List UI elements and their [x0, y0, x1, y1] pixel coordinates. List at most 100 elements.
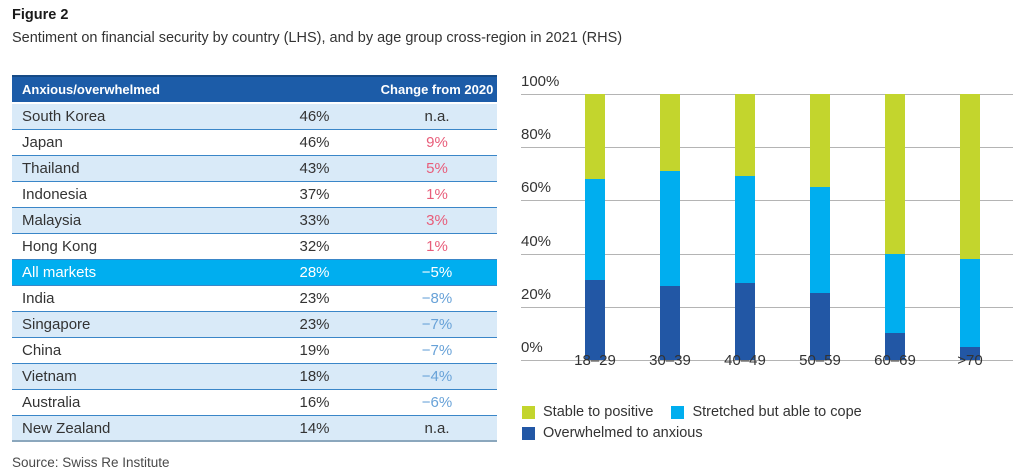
country-cell: Malaysia: [22, 212, 82, 229]
stacked-bar-40–49: [735, 94, 755, 360]
table-row: China 19% −7%: [12, 338, 497, 364]
country-cell: New Zealand: [22, 419, 111, 437]
table-row: Vietnam 18% −4%: [12, 364, 497, 390]
legend-label: Stretched but able to cope: [692, 404, 862, 420]
bar-segment: [585, 280, 605, 360]
country-cell: China: [22, 342, 62, 359]
value-cell: 32%: [299, 238, 330, 255]
stacked-bar-50–59: [810, 94, 830, 360]
change-cell: 1%: [426, 186, 448, 203]
value-cell: 43%: [299, 160, 330, 177]
bar-segment: [885, 333, 905, 360]
x-axis-tick-label: 60–69: [874, 352, 916, 369]
table-row: New Zealand 14% n.a.: [12, 416, 497, 442]
stacked-bar-chart: 100% 80% 60% 40% 20% 0% 18–29 30–39 40–49 50–59 6…: [521, 73, 1016, 468]
figure-title: Figure 2: [12, 7, 69, 23]
bar-segment: [585, 94, 605, 180]
change-cell: −7%: [421, 316, 453, 333]
y-axis-tick-label: 20%: [521, 285, 552, 303]
bar-segment: [810, 187, 830, 294]
table-row: All markets 28% −5%: [12, 260, 497, 286]
value-cell: 16%: [299, 394, 330, 411]
table-row: Thailand 43% 5%: [12, 156, 497, 182]
change-cell: 9%: [426, 134, 448, 151]
change-cell: n.a.: [424, 419, 450, 437]
value-cell: 23%: [299, 290, 330, 307]
gridline: [521, 360, 1013, 361]
table-row: South Korea 46% n.a.: [12, 104, 497, 130]
bar-segment: [960, 346, 980, 360]
value-cell: 14%: [299, 419, 330, 437]
country-cell: Singapore: [22, 316, 91, 333]
x-axis-tick-label: 50–59: [799, 352, 841, 369]
country-sentiment-table: Anxious/overwhelmed Change from 2020 Sou…: [12, 75, 497, 442]
country-cell: Vietnam: [22, 368, 77, 385]
legend-item: Stable to positive: [522, 404, 653, 420]
bar-segment: [585, 179, 605, 281]
figure-subtitle: Sentiment on financial security by count…: [12, 30, 623, 46]
value-cell: 28%: [299, 264, 330, 281]
change-cell: −6%: [421, 394, 453, 411]
y-axis-tick-label: 80%: [521, 126, 552, 144]
country-cell: Thailand: [22, 160, 80, 177]
gridline: [521, 200, 1013, 202]
gridline: [521, 94, 1013, 95]
legend-swatch-icon: [522, 426, 535, 440]
x-axis-tick-label: >70: [957, 352, 983, 369]
y-axis-tick-label: 100%: [521, 73, 560, 90]
bar-segment: [735, 282, 755, 360]
legend-row: Overwhelmed to anxious: [522, 425, 880, 441]
table-row: India 23% −8%: [12, 286, 497, 312]
table-row: Japan 46% 9%: [12, 130, 497, 156]
y-axis-tick-label: 40%: [521, 232, 552, 250]
legend-label: Overwhelmed to anxious: [543, 425, 703, 441]
table-body: South Korea 46% n.a. Japan 46% 9% Thaila…: [12, 104, 497, 442]
change-cell: 5%: [426, 160, 448, 177]
value-cell: 19%: [299, 342, 330, 359]
chart-legend: Stable to positive Stretched but able to …: [522, 404, 880, 441]
stacked-bar->70: [960, 94, 980, 360]
change-cell: −4%: [421, 368, 453, 385]
legend-label: Stable to positive: [543, 404, 654, 420]
x-axis-tick-label: 18–29: [574, 352, 616, 369]
change-cell: 3%: [426, 212, 448, 229]
change-cell: −5%: [421, 264, 453, 281]
table-header-label: Anxious/overwhelmed: [22, 82, 160, 97]
bar-segment: [810, 293, 830, 360]
y-axis-tick-label: 60%: [521, 179, 552, 197]
legend-row: Stable to positive Stretched but able to …: [522, 404, 880, 420]
bar-segment: [810, 94, 830, 188]
table-row: Singapore 23% −7%: [12, 312, 497, 338]
country-cell: All markets: [22, 264, 97, 281]
gridline: [521, 253, 1013, 255]
country-cell: Australia: [22, 394, 81, 411]
country-cell: India: [22, 290, 55, 307]
table-header-row: Anxious/overwhelmed Change from 2020: [12, 77, 497, 104]
value-cell: 18%: [299, 368, 330, 385]
bar-segment: [735, 94, 755, 177]
legend-item: Stretched but able to cope: [671, 404, 862, 420]
legend-item: Overwhelmed to anxious: [522, 425, 703, 441]
value-cell: 46%: [299, 134, 330, 151]
x-axis-tick-label: 30–39: [649, 352, 691, 369]
change-cell: −7%: [421, 342, 453, 359]
bar-segment: [660, 285, 680, 360]
table-header-change: Change from 2020: [380, 82, 494, 97]
stacked-bar-30–39: [660, 94, 680, 360]
bar-segment: [885, 94, 905, 254]
table-row: Hong Kong 32% 1%: [12, 234, 497, 260]
stacked-bar-18–29: [585, 94, 605, 360]
plot-area: 100% 80% 60% 40% 20% 0%: [521, 73, 1013, 361]
table-row: Indonesia 37% 1%: [12, 182, 497, 208]
bar-segment: [660, 94, 680, 172]
legend-swatch-icon: [522, 405, 535, 419]
bar-segment: [660, 171, 680, 286]
stacked-bar-60–69: [885, 94, 905, 360]
source-note: Source: Swiss Re Institute: [12, 455, 170, 470]
value-cell: 37%: [299, 186, 330, 203]
table-row: Malaysia 33% 3%: [12, 208, 497, 234]
y-axis-tick-label: 0%: [521, 339, 543, 356]
gridline: [521, 306, 1013, 308]
value-cell: 23%: [299, 316, 330, 333]
change-cell: −8%: [421, 290, 453, 307]
